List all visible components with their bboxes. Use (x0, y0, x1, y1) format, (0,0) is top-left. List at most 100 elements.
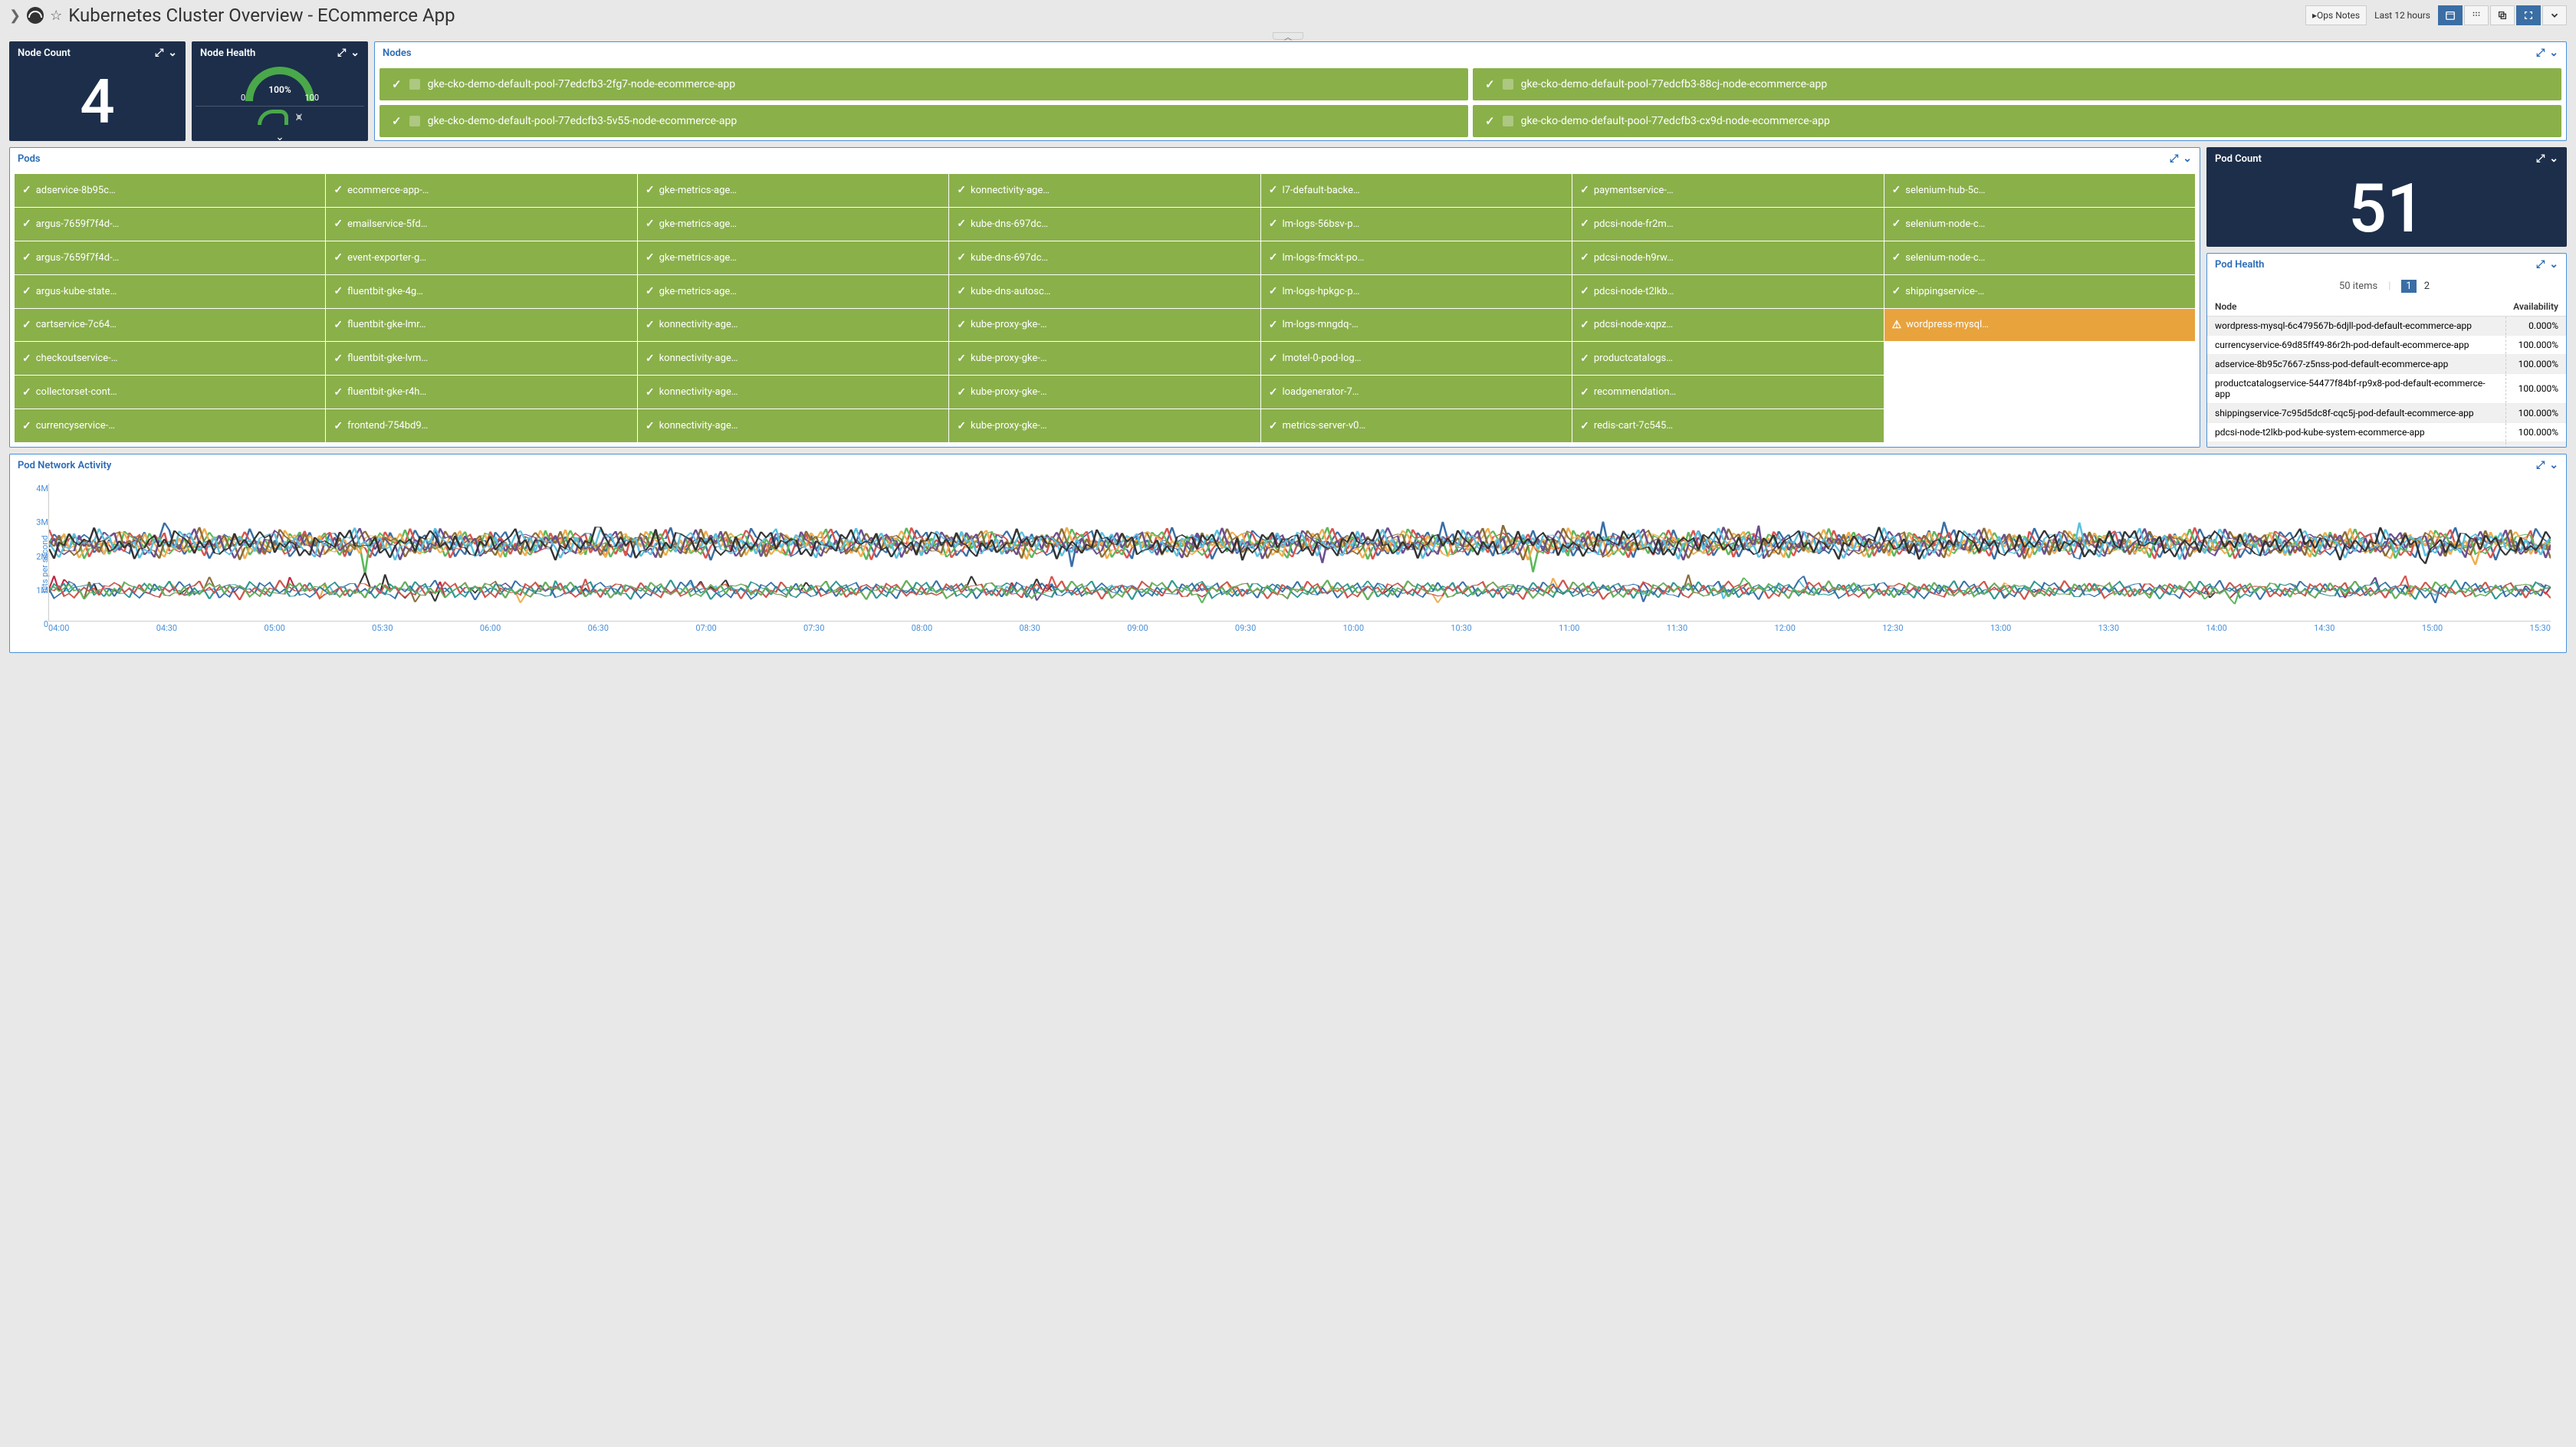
pod-cell[interactable]: kube-proxy-gke-… (949, 376, 1260, 409)
pod-cell[interactable]: fluentbit-gke-lmr… (326, 309, 636, 342)
favorite-star-icon[interactable]: ☆ (50, 8, 62, 24)
pod-cell[interactable]: selenium-node-c… (1884, 208, 2195, 241)
back-chevron-icon[interactable]: ❯ (9, 8, 21, 24)
pod-cell[interactable]: frontend-754bd9… (326, 409, 636, 442)
chevron-down-icon[interactable]: ⌄ (2549, 459, 2558, 471)
pod-cell[interactable]: pdcsi-node-xqpz… (1572, 309, 1883, 342)
pod-cell[interactable]: adservice-8b95c… (15, 174, 325, 207)
node-cell[interactable]: gke-cko-demo-default-pool-77edcfb3-5v55-… (380, 105, 1468, 137)
pod-cell[interactable]: lm-logs-fmckt-po… (1261, 241, 1572, 274)
pod-cell[interactable]: konnectivity-age… (638, 409, 948, 442)
chevron-down-icon[interactable]: ⌄ (350, 47, 360, 59)
table-row[interactable]: currencyservice-69d85ff49-86r2h-pod-defa… (2207, 336, 2566, 355)
pod-cell[interactable]: paymentservice-… (1572, 174, 1883, 207)
pod-cell[interactable]: cartservice-7c64… (15, 309, 325, 342)
pod-cell[interactable]: kube-proxy-gke-… (949, 409, 1260, 442)
focus-button[interactable] (2516, 5, 2541, 25)
pod-cell[interactable]: recommendation… (1572, 376, 1883, 409)
expand-icon[interactable]: ⤢ (155, 47, 163, 59)
node-health-panel: Node Health ⤢⌄ 0 100% 100 ⩙ ⌄ (192, 41, 368, 141)
pod-cell[interactable]: currencyservice-… (15, 409, 325, 442)
expand-icon[interactable]: ⤢ (2536, 47, 2545, 59)
x-tick: 07:30 (803, 623, 824, 633)
pod-cell[interactable]: pdcsi-node-t2lkb… (1572, 275, 1883, 308)
pod-cell[interactable]: event-exporter-g… (326, 241, 636, 274)
table-row[interactable]: adservice-8b95c7667-z5nss-pod-default-ec… (2207, 355, 2566, 374)
ops-notes-button[interactable]: ▸ Ops Notes (2305, 5, 2367, 25)
pod-cell[interactable]: konnectivity-age… (638, 376, 948, 409)
panel-title: Node Count (18, 48, 71, 59)
pod-cell[interactable]: fluentbit-gke-4g… (326, 275, 636, 308)
pod-cell[interactable]: konnectivity-age… (638, 309, 948, 342)
pod-cell[interactable]: emailservice-5fd… (326, 208, 636, 241)
pod-label: lm-logs-hpkgc-p… (1282, 286, 1359, 297)
pod-cell[interactable]: shippingservice-… (1884, 275, 2195, 308)
pod-cell[interactable]: redis-cart-7c545… (1572, 409, 1883, 442)
chevron-down-icon[interactable]: ⌄ (168, 47, 177, 59)
node-cell[interactable]: gke-cko-demo-default-pool-77edcfb3-88cj-… (1473, 68, 2561, 100)
expand-icon[interactable]: ⤢ (337, 47, 346, 59)
pod-cell[interactable]: checkoutservice-… (15, 342, 325, 375)
chevron-down-icon[interactable]: ⌄ (2549, 153, 2558, 165)
more-chevron-button[interactable] (2542, 5, 2567, 25)
pod-cell[interactable]: productcatalogs… (1572, 342, 1883, 375)
expand-icon[interactable]: ⤢ (2536, 258, 2545, 271)
pod-cell[interactable]: loadgenerator-7… (1261, 376, 1572, 409)
expand-icon[interactable]: ⤢ (2536, 153, 2545, 165)
pod-cell[interactable]: fluentbit-gke-r4h… (326, 376, 636, 409)
pod-cell[interactable]: gke-metrics-age… (638, 174, 948, 207)
pod-cell[interactable]: pdcsi-node-h9rw… (1572, 241, 1883, 274)
pod-cell[interactable]: argus-kube-state… (15, 275, 325, 308)
pod-cell[interactable]: l7-default-backe… (1261, 174, 1572, 207)
item-count: 50 items (2339, 281, 2377, 292)
node-cell[interactable]: gke-cko-demo-default-pool-77edcfb3-2fg7-… (380, 68, 1468, 100)
table-row[interactable]: productcatalogservice-54477f84bf-rp9x8-p… (2207, 374, 2566, 404)
pod-cell[interactable]: kube-proxy-gke-… (949, 342, 1260, 375)
pod-cell[interactable]: gke-metrics-age… (638, 208, 948, 241)
table-row[interactable]: pdcsi-node-t2lkb-pod-kube-system-ecommer… (2207, 423, 2566, 442)
pod-cell[interactable]: kube-dns-autosc… (949, 275, 1260, 308)
table-row[interactable]: shippingservice-7c95d5dc8f-cqc5j-pod-def… (2207, 404, 2566, 423)
pod-cell[interactable]: metrics-server-v0… (1261, 409, 1572, 442)
check-icon (1485, 77, 1495, 91)
page-1[interactable]: 1 (2401, 280, 2416, 293)
time-range-label[interactable]: Last 12 hours (2368, 5, 2436, 25)
page-2[interactable]: 2 (2420, 280, 2434, 293)
pod-cell[interactable]: lm-logs-hpkgc-p… (1261, 275, 1572, 308)
collapse-handle[interactable]: ︿ (1273, 32, 1303, 40)
pod-cell[interactable]: lmotel-0-pod-log… (1261, 342, 1572, 375)
pod-cell[interactable]: kube-dns-697dc… (949, 241, 1260, 274)
expand-icon[interactable]: ⤢ (2536, 459, 2545, 471)
col-availability[interactable]: Availability (2505, 297, 2566, 317)
grid-toggle-button[interactable] (2464, 5, 2489, 25)
pod-cell[interactable]: selenium-hub-5c… (1884, 174, 2195, 207)
col-node[interactable]: Node (2207, 297, 2505, 317)
expand-down-icon[interactable]: ⌄ (275, 131, 284, 141)
pod-cell[interactable]: lm-logs-56bsv-p… (1261, 208, 1572, 241)
pod-cell[interactable]: argus-7659f7f4d-… (15, 241, 325, 274)
expand-icon[interactable]: ⤢ (2170, 153, 2178, 165)
pod-cell[interactable]: wordpress-mysql… (1884, 309, 2195, 342)
pod-cell[interactable]: ecommerce-app-… (326, 174, 636, 207)
pod-cell[interactable]: gke-metrics-age… (638, 275, 948, 308)
pod-cell[interactable]: konnectivity-age… (949, 174, 1260, 207)
pod-cell[interactable]: kube-dns-697dc… (949, 208, 1260, 241)
pod-cell[interactable]: konnectivity-age… (638, 342, 948, 375)
copy-button[interactable] (2490, 5, 2515, 25)
pod-cell[interactable]: selenium-node-c… (1884, 241, 2195, 274)
node-cell[interactable]: gke-cko-demo-default-pool-77edcfb3-cx9d-… (1473, 105, 2561, 137)
pod-cell[interactable]: collectorset-cont… (15, 376, 325, 409)
table-row[interactable]: wordpress-mysql-6c479567b-6djll-pod-defa… (2207, 317, 2566, 336)
pod-health-table-scroll[interactable]: Node Availability wordpress-mysql-6c4795… (2207, 297, 2566, 447)
pod-cell[interactable]: pdcsi-node-fr2m… (1572, 208, 1883, 241)
chevron-down-icon[interactable]: ⌄ (2183, 153, 2192, 165)
chevron-down-icon[interactable]: ⌄ (2549, 258, 2558, 271)
pod-cell[interactable]: argus-7659f7f4d-… (15, 208, 325, 241)
table-row[interactable]: cartservice-7c6449c999-kt2gr-pod-default… (2207, 442, 2566, 448)
pod-cell[interactable]: lm-logs-mngdq-… (1261, 309, 1572, 342)
pod-cell[interactable]: gke-metrics-age… (638, 241, 948, 274)
calendar-button[interactable] (2438, 5, 2463, 25)
pod-cell[interactable]: fluentbit-gke-lvm… (326, 342, 636, 375)
pod-cell[interactable]: kube-proxy-gke-… (949, 309, 1260, 342)
chevron-down-icon[interactable]: ⌄ (2549, 47, 2558, 59)
